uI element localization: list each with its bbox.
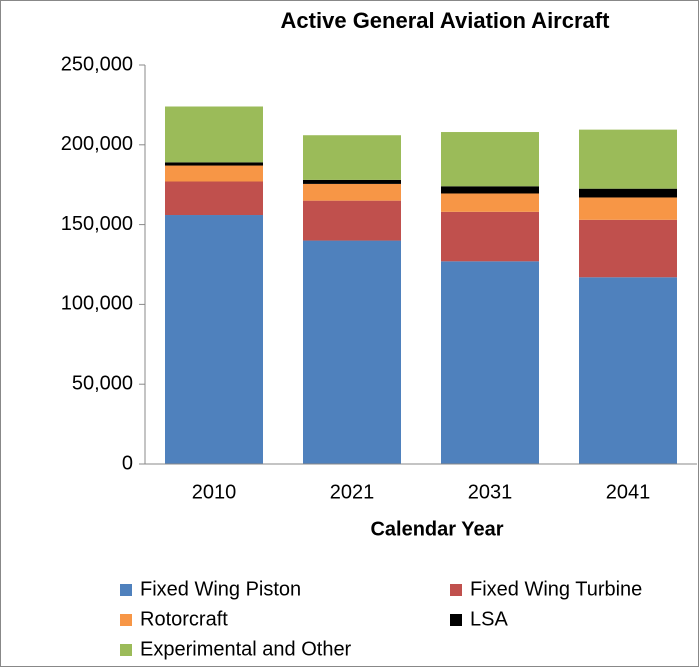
y-tick-label: 100,000 <box>61 293 133 315</box>
y-tick-label: 150,000 <box>61 213 133 235</box>
legend-swatch <box>120 614 132 626</box>
chart-title: Active General Aviation Aircraft <box>281 8 611 33</box>
legend-label: Fixed Wing Piston <box>140 578 301 600</box>
bar-segment <box>441 211 539 262</box>
legend-swatch <box>120 644 132 656</box>
bar-segment <box>441 261 539 464</box>
x-axis-label: Calendar Year <box>370 518 503 540</box>
y-tick-label: 0 <box>122 452 133 474</box>
bar-segment <box>165 106 263 163</box>
bar-segment <box>579 277 677 464</box>
bar-segment <box>165 165 263 182</box>
bar-segment <box>441 132 539 187</box>
bar-segment <box>303 240 401 464</box>
bar-segment <box>303 183 401 201</box>
x-tick-label: 2041 <box>606 481 651 503</box>
bar-segment <box>441 186 539 194</box>
bar-segment <box>303 200 401 241</box>
bar-segment <box>579 219 677 278</box>
y-tick-label: 200,000 <box>61 133 133 155</box>
bar-segment <box>165 162 263 166</box>
bar-segment <box>579 129 677 189</box>
legend-label: LSA <box>470 608 508 630</box>
legend-label: Fixed Wing Turbine <box>470 578 642 600</box>
legend-swatch <box>450 584 462 596</box>
bar-segment <box>303 135 401 180</box>
bar-segment <box>579 188 677 198</box>
legend-label: Experimental and Other <box>140 638 352 660</box>
bar-segment <box>441 193 539 212</box>
y-tick-label: 250,000 <box>61 53 133 75</box>
x-tick-label: 2031 <box>468 481 513 503</box>
bar-segment <box>165 181 263 216</box>
legend-label: Rotorcraft <box>140 608 228 630</box>
legend-swatch <box>450 614 462 626</box>
y-tick-label: 50,000 <box>72 372 133 394</box>
bar-segment <box>579 197 677 220</box>
legend-swatch <box>120 584 132 596</box>
bar-segment <box>165 215 263 464</box>
x-tick-label: 2021 <box>330 481 375 503</box>
bar-segment <box>303 179 401 184</box>
x-tick-label: 2010 <box>192 481 237 503</box>
